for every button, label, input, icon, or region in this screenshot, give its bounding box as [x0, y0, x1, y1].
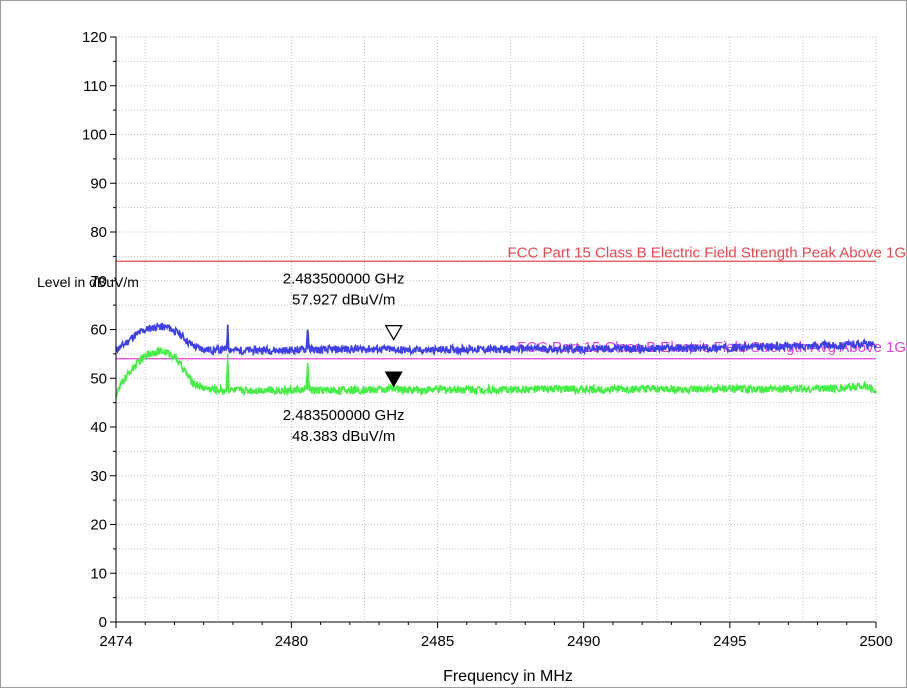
limit-line-label: FCC Part 15 Class B Electric Field Stren… — [517, 339, 906, 356]
x-tick-label: 2490 — [567, 633, 600, 650]
series-lines — [115, 322, 877, 399]
series-line — [115, 322, 877, 357]
y-axis-label: Level in dBuV/m — [37, 274, 139, 290]
x-tick-label: 2495 — [713, 633, 746, 650]
marker-level-label: 48.383 dBuV/m — [292, 428, 395, 445]
limit-lines: FCC Part 15 Class B Electric Field Stren… — [116, 244, 906, 360]
y-tick-label: 30 — [90, 468, 107, 485]
x-axis-label: Frequency in MHz — [443, 668, 573, 685]
y-tick-label: 60 — [90, 322, 107, 339]
limit-line-label: FCC Part 15 Class B Electric Field Stren… — [507, 244, 906, 261]
y-tick-label: 100 — [82, 127, 107, 144]
marker-frequency-label: 2.483500000 GHz — [283, 407, 405, 424]
x-tick-label: 2485 — [421, 633, 454, 650]
markers: 2.483500000 GHz 57.927 dBuV/m 2.483500000 … — [283, 271, 405, 446]
y-tick-label: 50 — [90, 370, 107, 387]
y-tick-label: 20 — [90, 517, 107, 534]
y-tick-label: 70 — [90, 273, 107, 290]
x-tick-label: 2480 — [275, 633, 308, 650]
x-tick-label: 2474 — [99, 633, 132, 650]
y-tick-label: 10 — [90, 565, 107, 582]
y-tick-label: 0 — [99, 614, 107, 631]
y-tick-label: 90 — [90, 175, 107, 192]
marker-open-triangle — [384, 325, 403, 341]
marker-level-label: 57.927 dBuV/m — [292, 292, 395, 309]
y-tick-label: 80 — [90, 224, 107, 241]
y-tick-label: 110 — [83, 78, 107, 95]
y-tick-label: 40 — [90, 419, 107, 436]
marker-frequency-label: 2.483500000 GHz — [283, 271, 405, 288]
marker-filled-triangle — [384, 371, 403, 388]
x-tick-label: 2500 — [859, 633, 892, 650]
ticks: 0 10 20 30 40 50 60 70 80 90 100 110 120 2474 2480 2485… — [82, 29, 893, 650]
y-tick-label: 120 — [82, 29, 107, 46]
grid — [116, 36, 877, 623]
series-line — [115, 346, 877, 399]
